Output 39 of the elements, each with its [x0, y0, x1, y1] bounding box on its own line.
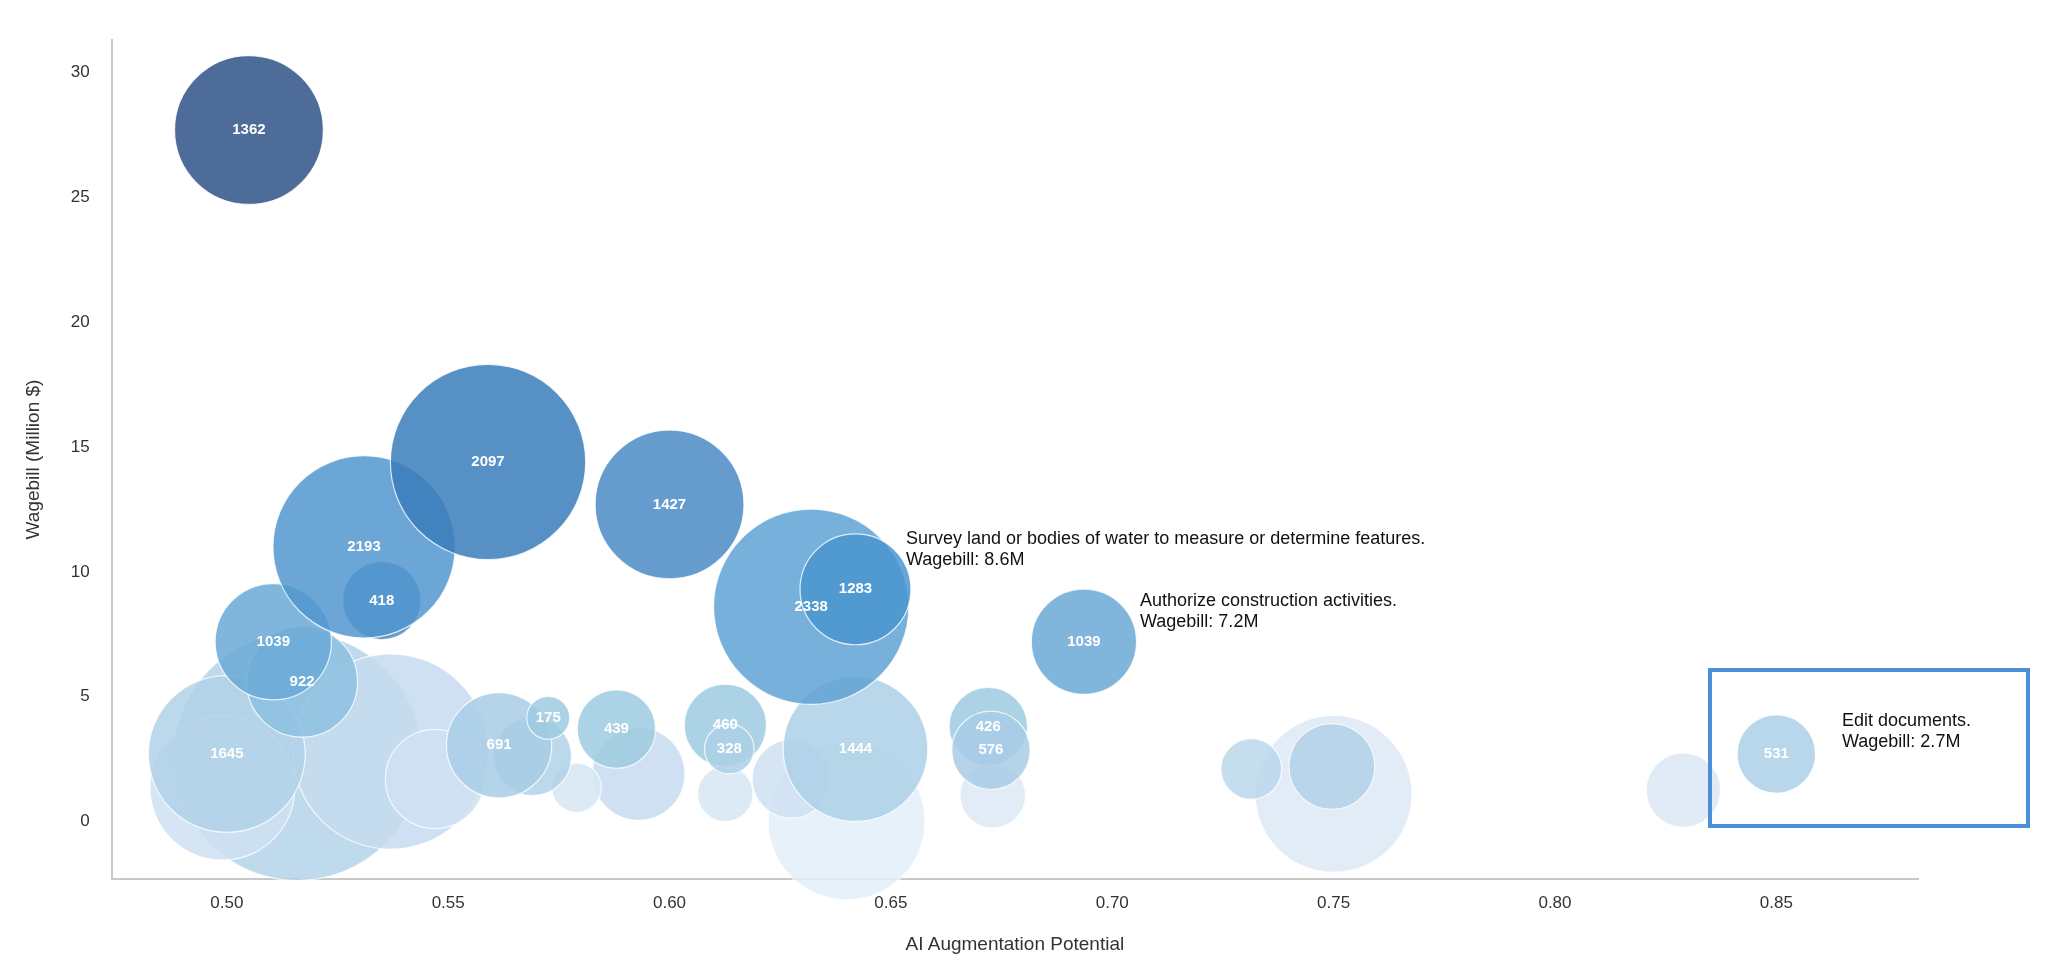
annotation: 2097	[471, 452, 505, 470]
annotation: 576	[978, 740, 1004, 758]
annotation: 1645	[210, 744, 244, 762]
annotation: 439	[603, 719, 629, 737]
y-tick-label: 15	[70, 436, 90, 456]
annotation: Survey land or bodies of water to measure or determine features. Wagebill: 8.6M	[906, 527, 1426, 569]
x-tick-label: 0.70	[1095, 892, 1129, 912]
annotation: 426	[975, 716, 1001, 734]
y-tick-label: 30	[70, 62, 90, 82]
annotation: 175	[535, 707, 561, 725]
annotation: 1427	[652, 494, 687, 512]
annotation: 1444	[838, 739, 873, 757]
annotation: 2193	[347, 536, 381, 554]
y-tick-label: 10	[70, 561, 90, 581]
annotation: 1362	[232, 120, 266, 138]
x-tick-label: 0.55	[431, 892, 465, 912]
annotation: 1283	[838, 579, 873, 597]
annotation: 922	[289, 671, 315, 689]
y-axis-title: Wagebill (Million $)	[21, 379, 43, 540]
x-tick-label: 0.85	[1759, 892, 1793, 912]
y-tick-label: 20	[70, 311, 90, 331]
x-axis-title: AI Augmentation Potential	[905, 932, 1125, 954]
annotation: 328	[716, 739, 742, 757]
x-tick-label: 0.60	[652, 892, 687, 912]
annotation: 460	[712, 715, 738, 733]
x-tick-label: 0.80	[1538, 892, 1572, 912]
annotation: Authorize construction activities. Wagebill: 7.2M	[1140, 589, 1398, 631]
annotation: 691	[486, 735, 512, 753]
annotation: 531	[1763, 744, 1789, 762]
y-tick-label: 5	[80, 686, 90, 706]
y-tick-label: 25	[70, 187, 90, 207]
x-tick-label: 0.75	[1317, 892, 1351, 912]
x-tick-label: 0.65	[874, 892, 908, 912]
annotation: 1039	[1067, 631, 1101, 649]
annotation: Edit documents. Wagebill: 2.7M	[1842, 709, 1972, 751]
annotation: 1039	[256, 631, 290, 649]
annotation: 418	[369, 590, 395, 608]
x-tick-label: 0.50	[210, 892, 244, 912]
y-tick-label: 0	[80, 811, 90, 831]
